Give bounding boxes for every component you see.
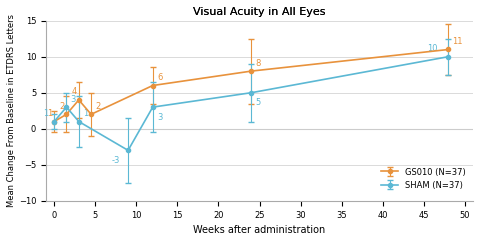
Text: 8: 8 (255, 59, 261, 68)
Text: 6: 6 (157, 73, 162, 82)
Legend: GS010 (N=37), SHAM (N=37): GS010 (N=37), SHAM (N=37) (378, 164, 469, 193)
Text: 1: 1 (43, 109, 48, 118)
Y-axis label: Mean Change From Baseline in ETDRS Letters: Mean Change From Baseline in ETDRS Lette… (7, 14, 16, 207)
Text: Visual Acuity in All Eyes: Visual Acuity in All Eyes (193, 7, 326, 17)
Text: 4: 4 (72, 87, 77, 96)
Text: 3: 3 (71, 95, 76, 104)
Text: 2: 2 (60, 102, 65, 111)
Text: 2: 2 (96, 102, 100, 111)
Text: 5: 5 (255, 98, 261, 107)
Text: 1: 1 (47, 109, 52, 118)
Text: 10: 10 (428, 44, 438, 53)
Text: 3: 3 (157, 113, 162, 122)
Text: 11: 11 (453, 37, 463, 46)
Text: 1: 1 (83, 109, 88, 118)
X-axis label: Weeks after administration: Weeks after administration (193, 225, 325, 235)
Title: Visual Acuity in All Eyes: Visual Acuity in All Eyes (193, 7, 326, 17)
Text: -3: -3 (111, 156, 120, 165)
